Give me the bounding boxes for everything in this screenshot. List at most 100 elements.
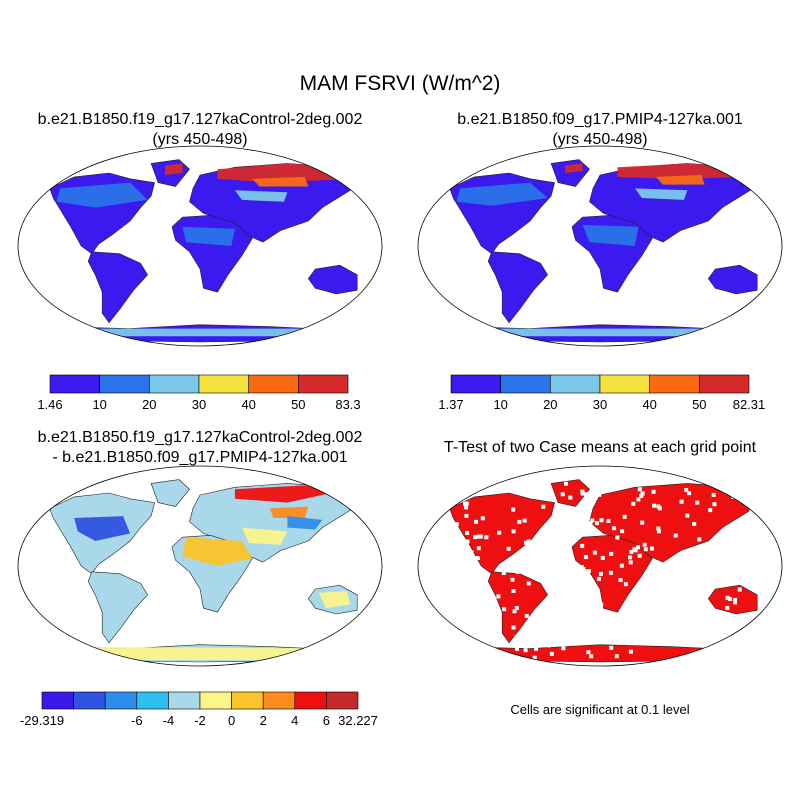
non-significant-cell (697, 537, 702, 542)
non-significant-cell (612, 526, 617, 531)
non-significant-cell (631, 501, 636, 506)
field-patch (165, 163, 183, 175)
field-patch (53, 328, 347, 337)
non-significant-cell (659, 603, 664, 608)
non-significant-cell (587, 631, 591, 636)
non-significant-cell (599, 602, 604, 607)
panel-4-title-line1: T-Test of two Case means at each grid po… (443, 439, 757, 456)
continent-greenland (550, 479, 590, 507)
non-significant-cell (445, 565, 450, 570)
field-patch (269, 506, 309, 518)
panel-2-title-line1: b.e21.B1850.f09_g17.PMIP4-127ka.001 (457, 111, 743, 128)
non-significant-cell (726, 550, 731, 555)
non-significant-cell (609, 551, 614, 556)
colorbar-2 (450, 374, 750, 394)
non-significant-cell (466, 565, 471, 570)
non-significant-cell (506, 546, 511, 551)
non-significant-cell (750, 568, 755, 573)
non-significant-cell (538, 642, 543, 647)
non-significant-cell (492, 653, 496, 658)
non-significant-cell (639, 493, 644, 498)
significance-note: Cells are significant at 0.1 level (510, 702, 690, 717)
non-significant-cell (526, 581, 531, 586)
non-significant-cell (456, 609, 460, 614)
non-significant-cell (683, 642, 688, 647)
non-significant-cell (457, 540, 462, 544)
non-significant-cell (511, 589, 516, 593)
non-significant-cell (618, 578, 623, 583)
non-significant-cell (454, 522, 459, 527)
non-significant-cell (580, 491, 585, 496)
map-panel-1 (17, 145, 383, 347)
non-significant-cell (644, 625, 649, 630)
non-significant-cell (726, 646, 731, 651)
non-significant-cell (549, 589, 554, 594)
non-significant-cell (510, 577, 515, 582)
non-significant-cell (608, 570, 613, 575)
non-significant-cell (544, 481, 549, 485)
non-significant-cell (652, 503, 656, 508)
non-significant-cell (586, 650, 591, 655)
panel-2-title: b.e21.B1850.f09_g17.PMIP4-127ka.001 (yrs… (400, 110, 800, 150)
non-significant-cell (729, 578, 734, 583)
non-significant-cell (656, 526, 661, 531)
colorbar-swatch (168, 691, 201, 710)
non-significant-cell (619, 622, 624, 627)
non-significant-cell (497, 530, 502, 535)
non-significant-cell (514, 635, 519, 640)
colorbar-swatch (599, 374, 651, 394)
non-significant-cell (701, 611, 706, 615)
non-significant-cell (524, 614, 529, 618)
non-significant-cell (581, 574, 586, 579)
non-significant-cell (706, 609, 711, 614)
non-significant-cell (676, 564, 681, 569)
colorbar-3-tick-label: 0 (227, 713, 236, 728)
non-significant-cell (703, 586, 707, 591)
colorbar-swatch (41, 691, 74, 710)
non-significant-cell (694, 640, 699, 645)
non-significant-cell (599, 518, 604, 523)
non-significant-cell (545, 536, 550, 541)
non-significant-cell (568, 516, 573, 521)
non-significant-cell (586, 569, 591, 573)
non-significant-cell (590, 518, 595, 523)
non-significant-cell (720, 550, 725, 555)
non-significant-cell (642, 542, 647, 547)
non-significant-cell (573, 516, 578, 521)
non-significant-cell (479, 603, 484, 608)
non-significant-cell (600, 555, 605, 560)
non-significant-cell (493, 485, 498, 489)
non-significant-cell (535, 545, 539, 550)
non-significant-cell (501, 571, 506, 575)
non-significant-cell (586, 476, 591, 481)
non-significant-cell (585, 575, 590, 580)
field-patch (252, 176, 309, 187)
non-significant-cell (587, 504, 592, 509)
colorbar-swatch (297, 374, 349, 394)
non-significant-cell (463, 479, 467, 484)
field-patch (655, 175, 705, 185)
non-significant-cell (502, 607, 507, 612)
non-significant-cell (628, 595, 633, 599)
colorbar-2-tick-label: 1.37 (438, 397, 464, 412)
non-significant-cell (653, 565, 658, 570)
map-panel-2 (417, 145, 783, 347)
non-significant-cell (542, 540, 547, 545)
non-significant-cell (580, 543, 585, 548)
non-significant-cell (463, 488, 468, 493)
non-significant-cell (692, 522, 697, 526)
non-significant-cell (561, 646, 566, 651)
non-significant-cell (474, 519, 478, 524)
non-significant-cell (659, 592, 664, 597)
continent-northAmerica (449, 492, 555, 575)
continent-southAmerica (87, 251, 148, 324)
non-significant-cell (476, 546, 481, 551)
non-significant-cell (636, 497, 641, 502)
non-significant-cell (737, 587, 742, 592)
non-significant-cell (649, 546, 654, 551)
non-significant-cell (679, 499, 684, 504)
non-significant-cell (727, 538, 732, 542)
continent-greenland (550, 159, 590, 187)
non-significant-cell (511, 625, 516, 630)
field-patch (453, 328, 747, 337)
